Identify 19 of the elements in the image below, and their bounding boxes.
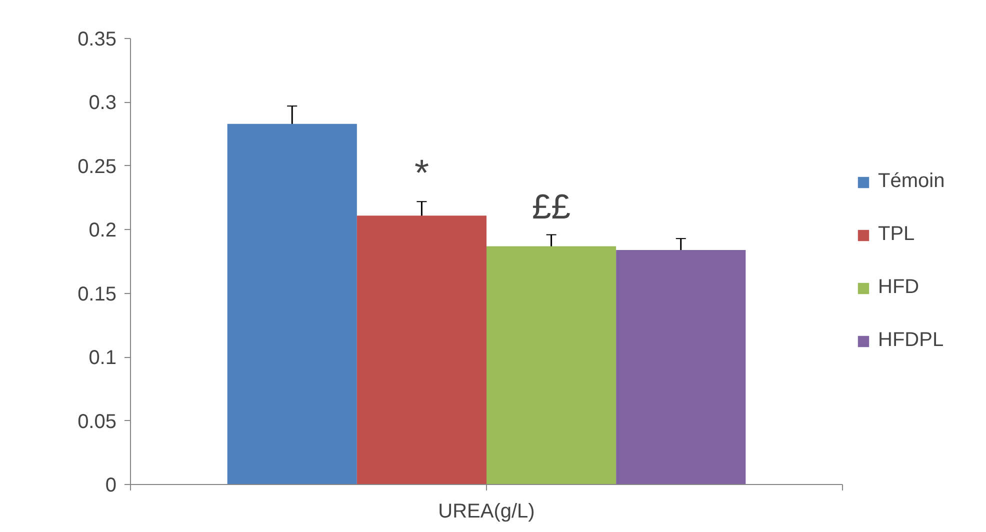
legend-label: Témoin: [878, 170, 945, 193]
y-tick-label: 0.3: [88, 92, 117, 114]
legend-label: TPL: [878, 223, 915, 246]
y-tick-label: 0: [105, 474, 116, 496]
y-tick-label: 0.15: [78, 283, 117, 306]
bar: [356, 216, 486, 484]
annotation: *: [414, 152, 429, 194]
y-tick-label: 0.2: [88, 220, 117, 242]
y-tick-label: 0.05: [78, 410, 117, 433]
legend-label: HFDPL: [878, 329, 944, 352]
y-tick-label: 0.25: [78, 156, 117, 178]
bar: [616, 250, 746, 484]
bar: [486, 246, 616, 484]
x-tick-label: UREA(g/L): [438, 500, 535, 522]
legend-label: HFD: [878, 276, 920, 299]
bar: [227, 124, 357, 484]
annotation: ££: [532, 188, 571, 227]
y-tick-label: 0.1: [88, 347, 117, 370]
y-tick-label: 0.35: [78, 28, 117, 50]
